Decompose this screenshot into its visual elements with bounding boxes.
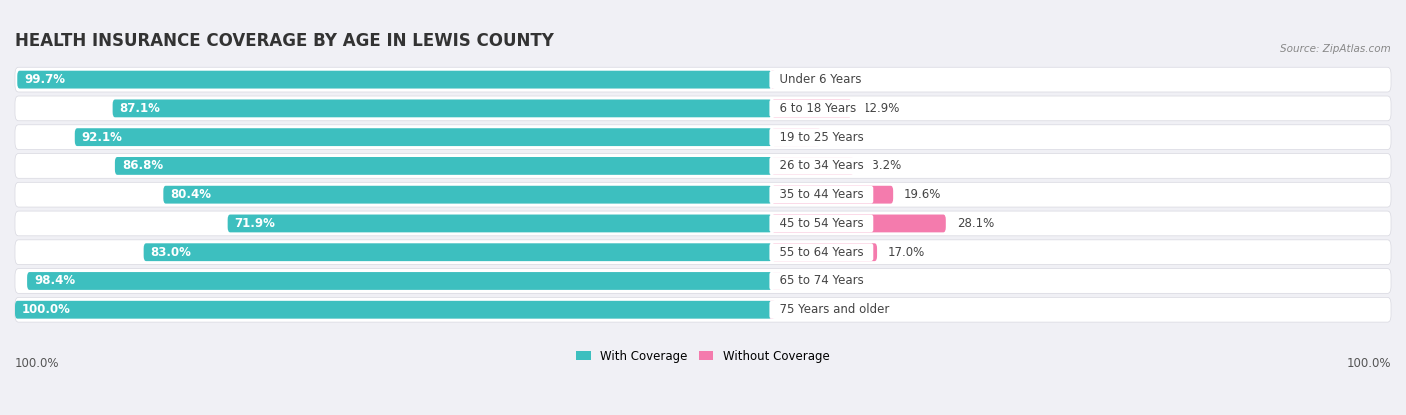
- Text: 65 to 74 Years: 65 to 74 Years: [772, 274, 872, 288]
- Text: 100.0%: 100.0%: [1347, 357, 1391, 370]
- Text: 26 to 34 Years: 26 to 34 Years: [772, 159, 872, 172]
- FancyBboxPatch shape: [15, 298, 1391, 322]
- FancyBboxPatch shape: [772, 100, 852, 117]
- FancyBboxPatch shape: [15, 125, 1391, 149]
- Text: 1.6%: 1.6%: [793, 274, 823, 288]
- FancyBboxPatch shape: [769, 301, 775, 319]
- Text: 19.6%: 19.6%: [904, 188, 942, 201]
- FancyBboxPatch shape: [15, 96, 1391, 121]
- FancyBboxPatch shape: [15, 301, 772, 319]
- FancyBboxPatch shape: [143, 243, 772, 261]
- Text: 17.0%: 17.0%: [889, 246, 925, 259]
- Text: 13.2%: 13.2%: [865, 159, 901, 172]
- Text: 86.8%: 86.8%: [122, 159, 163, 172]
- FancyBboxPatch shape: [15, 240, 1391, 265]
- Text: 92.1%: 92.1%: [82, 131, 122, 144]
- Text: 83.0%: 83.0%: [150, 246, 191, 259]
- FancyBboxPatch shape: [17, 71, 772, 88]
- Text: 45 to 54 Years: 45 to 54 Years: [772, 217, 870, 230]
- Text: 100.0%: 100.0%: [15, 357, 59, 370]
- Text: Under 6 Years: Under 6 Years: [772, 73, 869, 86]
- FancyBboxPatch shape: [27, 272, 772, 290]
- FancyBboxPatch shape: [770, 71, 775, 88]
- FancyBboxPatch shape: [15, 67, 1391, 92]
- FancyBboxPatch shape: [772, 243, 877, 261]
- Legend: With Coverage, Without Coverage: With Coverage, Without Coverage: [572, 345, 834, 367]
- Text: 12.9%: 12.9%: [863, 102, 900, 115]
- Text: 7.9%: 7.9%: [832, 131, 862, 144]
- FancyBboxPatch shape: [772, 272, 782, 290]
- Text: 71.9%: 71.9%: [235, 217, 276, 230]
- Text: HEALTH INSURANCE COVERAGE BY AGE IN LEWIS COUNTY: HEALTH INSURANCE COVERAGE BY AGE IN LEWI…: [15, 32, 554, 50]
- Text: 55 to 64 Years: 55 to 64 Years: [772, 246, 870, 259]
- Text: Source: ZipAtlas.com: Source: ZipAtlas.com: [1281, 44, 1391, 54]
- FancyBboxPatch shape: [15, 182, 1391, 207]
- FancyBboxPatch shape: [163, 186, 772, 204]
- FancyBboxPatch shape: [112, 100, 772, 117]
- FancyBboxPatch shape: [772, 128, 821, 146]
- FancyBboxPatch shape: [772, 157, 853, 175]
- FancyBboxPatch shape: [15, 154, 1391, 178]
- FancyBboxPatch shape: [75, 128, 772, 146]
- Text: 28.1%: 28.1%: [957, 217, 994, 230]
- FancyBboxPatch shape: [228, 215, 772, 232]
- Text: 6 to 18 Years: 6 to 18 Years: [772, 102, 863, 115]
- FancyBboxPatch shape: [15, 211, 1391, 236]
- FancyBboxPatch shape: [115, 157, 772, 175]
- Text: 98.4%: 98.4%: [34, 274, 75, 288]
- FancyBboxPatch shape: [15, 269, 1391, 293]
- Text: 0.0%: 0.0%: [783, 303, 813, 316]
- Text: 99.7%: 99.7%: [24, 73, 65, 86]
- Text: 80.4%: 80.4%: [170, 188, 211, 201]
- Text: 35 to 44 Years: 35 to 44 Years: [772, 188, 870, 201]
- FancyBboxPatch shape: [772, 215, 946, 232]
- Text: 100.0%: 100.0%: [22, 303, 70, 316]
- Text: 19 to 25 Years: 19 to 25 Years: [772, 131, 872, 144]
- FancyBboxPatch shape: [772, 186, 893, 204]
- Text: 0.27%: 0.27%: [785, 73, 821, 86]
- Text: 75 Years and older: 75 Years and older: [772, 303, 897, 316]
- Text: 87.1%: 87.1%: [120, 102, 160, 115]
